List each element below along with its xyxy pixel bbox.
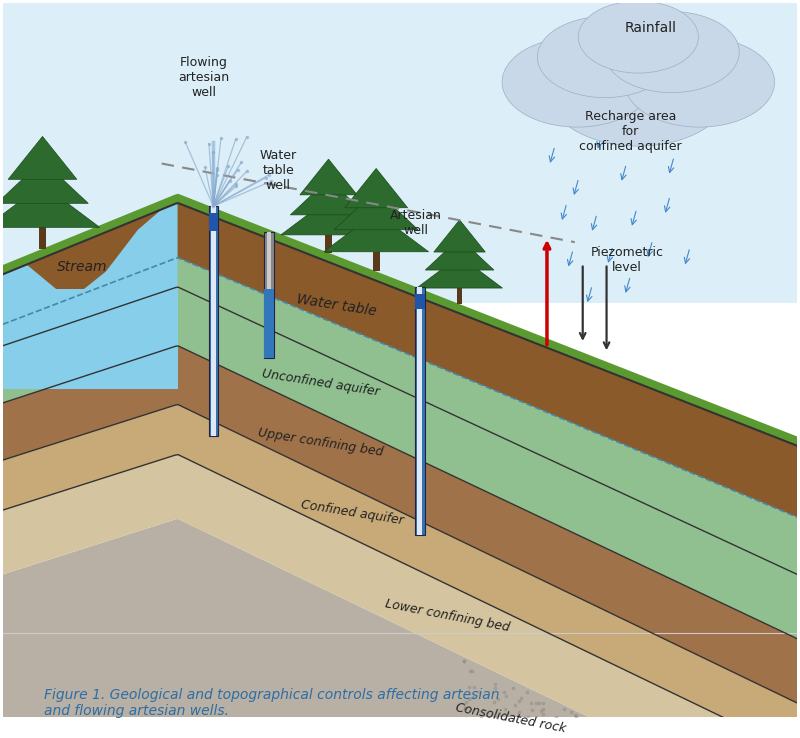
Ellipse shape [578,1,698,73]
Polygon shape [324,213,429,252]
Text: Rainfall: Rainfall [624,21,676,35]
Bar [264,232,274,358]
Text: Flowing
artesian
well: Flowing artesian well [178,56,230,99]
Polygon shape [434,220,486,252]
Bar [38,227,46,249]
Ellipse shape [604,12,739,92]
Text: Water
table
well: Water table well [260,149,297,192]
Polygon shape [2,519,798,738]
Polygon shape [0,184,100,227]
Bar [266,232,271,358]
Polygon shape [334,190,418,230]
Polygon shape [2,258,798,638]
Text: Consolidated rock: Consolidated rock [455,701,567,736]
Bar [209,213,218,231]
Polygon shape [426,238,494,270]
Text: Figure 1. Geological and topographical controls affecting artesian
and flowing a: Figure 1. Geological and topographical c… [44,688,499,718]
Polygon shape [2,194,798,446]
Bar [373,252,380,272]
Polygon shape [0,160,88,204]
Ellipse shape [538,16,673,97]
Polygon shape [2,404,798,738]
Polygon shape [300,159,357,195]
Ellipse shape [625,37,774,127]
Bar [415,287,425,536]
Polygon shape [2,455,798,738]
Polygon shape [2,203,798,517]
Polygon shape [2,3,798,303]
Text: Upper confining bed: Upper confining bed [257,426,384,459]
Ellipse shape [502,37,652,127]
Text: Stream: Stream [57,261,107,275]
Polygon shape [2,203,178,389]
Bar [418,287,422,536]
Polygon shape [2,289,178,389]
Text: Water table: Water table [295,292,378,319]
Polygon shape [345,168,408,208]
Text: Artesian
well: Artesian well [390,209,442,237]
Text: Recharge area
for
confined aquifer: Recharge area for confined aquifer [579,110,682,153]
Polygon shape [290,179,366,215]
Polygon shape [2,346,798,703]
Text: Lower confining bed: Lower confining bed [384,598,511,635]
Text: Unconfined aquifer: Unconfined aquifer [261,367,380,399]
Polygon shape [8,137,77,179]
Bar [264,289,274,358]
Bar [209,206,218,436]
Bar [211,206,216,436]
Text: Confined aquifer: Confined aquifer [300,498,405,528]
Polygon shape [417,256,502,288]
Polygon shape [2,303,798,717]
Polygon shape [281,199,376,235]
Bar [326,235,332,252]
Bar [415,294,425,308]
Text: Piezometric
level: Piezometric level [590,246,664,274]
Bar [457,288,462,304]
Ellipse shape [548,38,729,146]
